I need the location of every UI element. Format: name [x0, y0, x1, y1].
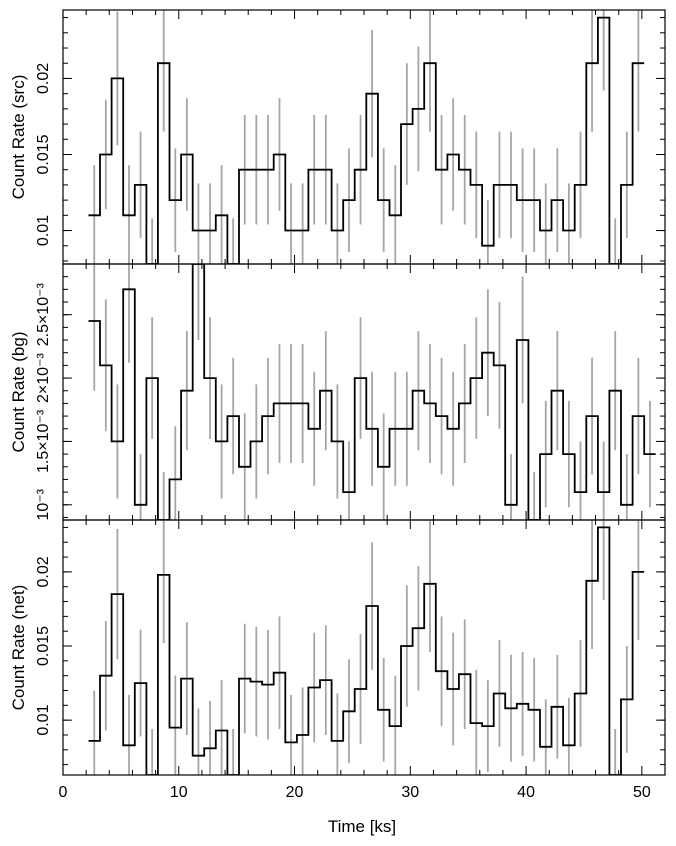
- y-tick-label: 0.02: [35, 63, 52, 94]
- step-line: [88, 526, 645, 775]
- x-tick-label: 30: [401, 784, 419, 801]
- x-tick-label: 0: [59, 784, 68, 801]
- x-tick-label: 50: [633, 784, 651, 801]
- x-tick-label: 10: [170, 784, 188, 801]
- y-tick-label: 0.01: [35, 704, 52, 735]
- panel-1-plot-area: [88, 10, 645, 264]
- y-axis-title: Count Rate (src): [9, 75, 28, 200]
- y-tick-label: 0.01: [35, 215, 52, 246]
- y-tick-label: 2.5×10⁻³: [35, 282, 52, 346]
- y-tick-label: 2×10⁻³: [35, 353, 52, 403]
- panel-2: 10⁻³ 1.5×10⁻³ 2×10⁻³ 2.5×10⁻³ Count Rate (bg…: [9, 263, 666, 521]
- y-tick-label: 0.015: [35, 134, 52, 174]
- y-tick-label: 1.5×10⁻³: [35, 409, 52, 473]
- x-tick-label: 40: [517, 784, 535, 801]
- panel-3-plot-area: [88, 520, 645, 775]
- y-axis-title: Count Rate (bg): [9, 332, 28, 453]
- y-tick-label: 10⁻³: [35, 488, 52, 520]
- panels-group: 0.01 0.015 0.02 Count Rate (src) 10⁻³ 1.5×10⁻…: [9, 9, 666, 801]
- x-axis-title: Time [ks]: [328, 817, 396, 836]
- step-line: [88, 16, 645, 264]
- panel-2-plot-area: [88, 264, 656, 520]
- panel-3: 0.01 0.015 0.02 Count Rate (net): [9, 519, 666, 776]
- step-line: [88, 264, 656, 520]
- panel-1: 0.01 0.015 0.02 Count Rate (src): [9, 9, 666, 265]
- y-axis-title: Count Rate (net): [9, 585, 28, 711]
- y-tick-label: 0.015: [35, 626, 52, 666]
- x-tick-label: 20: [286, 784, 304, 801]
- y-tick-label: 0.02: [35, 556, 52, 587]
